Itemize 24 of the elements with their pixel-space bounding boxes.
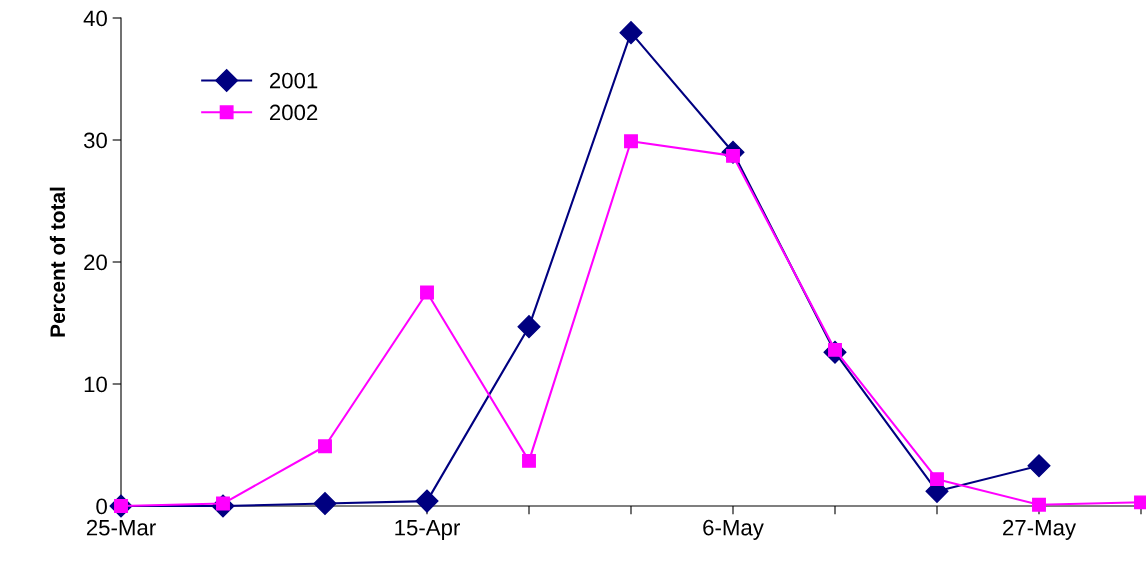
y-tick-label: 10 — [84, 376, 107, 393]
y-tick-label: 20 — [84, 254, 107, 271]
y-axis-title: Percent of total — [49, 187, 66, 337]
y-tick-label: 40 — [83, 10, 107, 27]
legend-label: 2002 — [269, 104, 318, 121]
point — [1032, 497, 1046, 512]
point — [624, 134, 638, 149]
point — [420, 285, 434, 300]
point — [517, 315, 541, 339]
x-tick-label: 27-May — [1003, 519, 1077, 540]
x-tick-label: 25-Mar — [86, 519, 156, 536]
point — [619, 21, 643, 45]
point — [930, 472, 944, 487]
point — [1134, 495, 1146, 510]
legend-label: 2001 — [269, 72, 318, 89]
point — [313, 492, 337, 516]
point — [1027, 454, 1051, 478]
y-tick-label: 0 — [96, 498, 107, 515]
x-tick-label: 15-Apr — [395, 520, 460, 540]
y-tick-label: 30 — [83, 132, 107, 149]
point — [415, 489, 439, 513]
x-tick-label: 6-May — [703, 519, 764, 540]
point — [318, 439, 332, 454]
point — [522, 453, 536, 468]
